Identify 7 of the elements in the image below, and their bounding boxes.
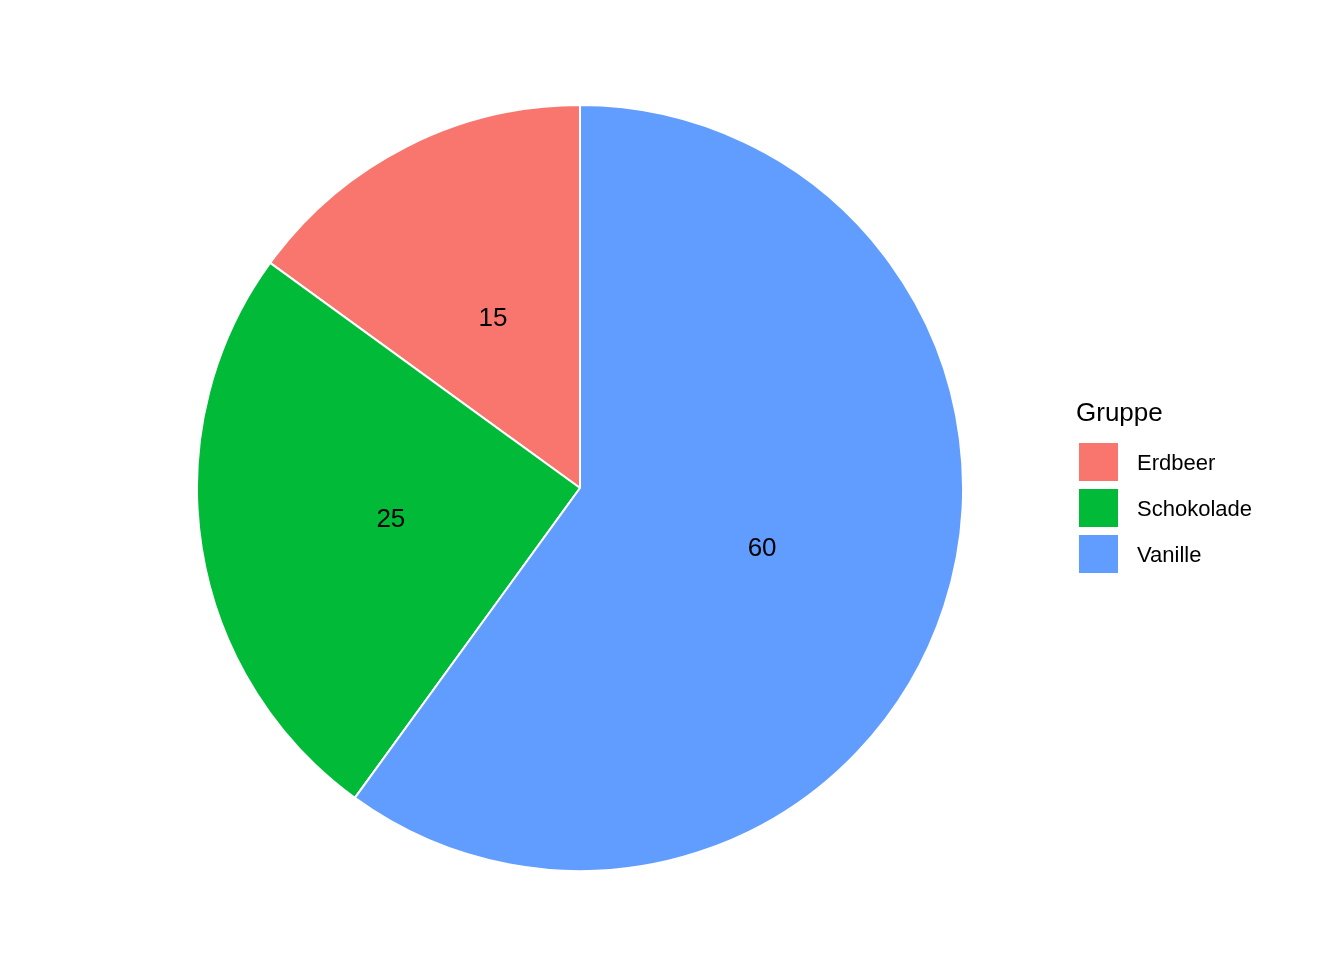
legend-label: Vanille xyxy=(1137,541,1202,567)
data-label: 25 xyxy=(376,502,406,533)
legend-label: Erdbeer xyxy=(1137,449,1216,475)
legend-label: Schokolade xyxy=(1137,495,1252,521)
legend-title: Gruppe xyxy=(1076,397,1163,427)
data-label: 15 xyxy=(478,302,508,333)
data-label: 60 xyxy=(747,532,777,563)
